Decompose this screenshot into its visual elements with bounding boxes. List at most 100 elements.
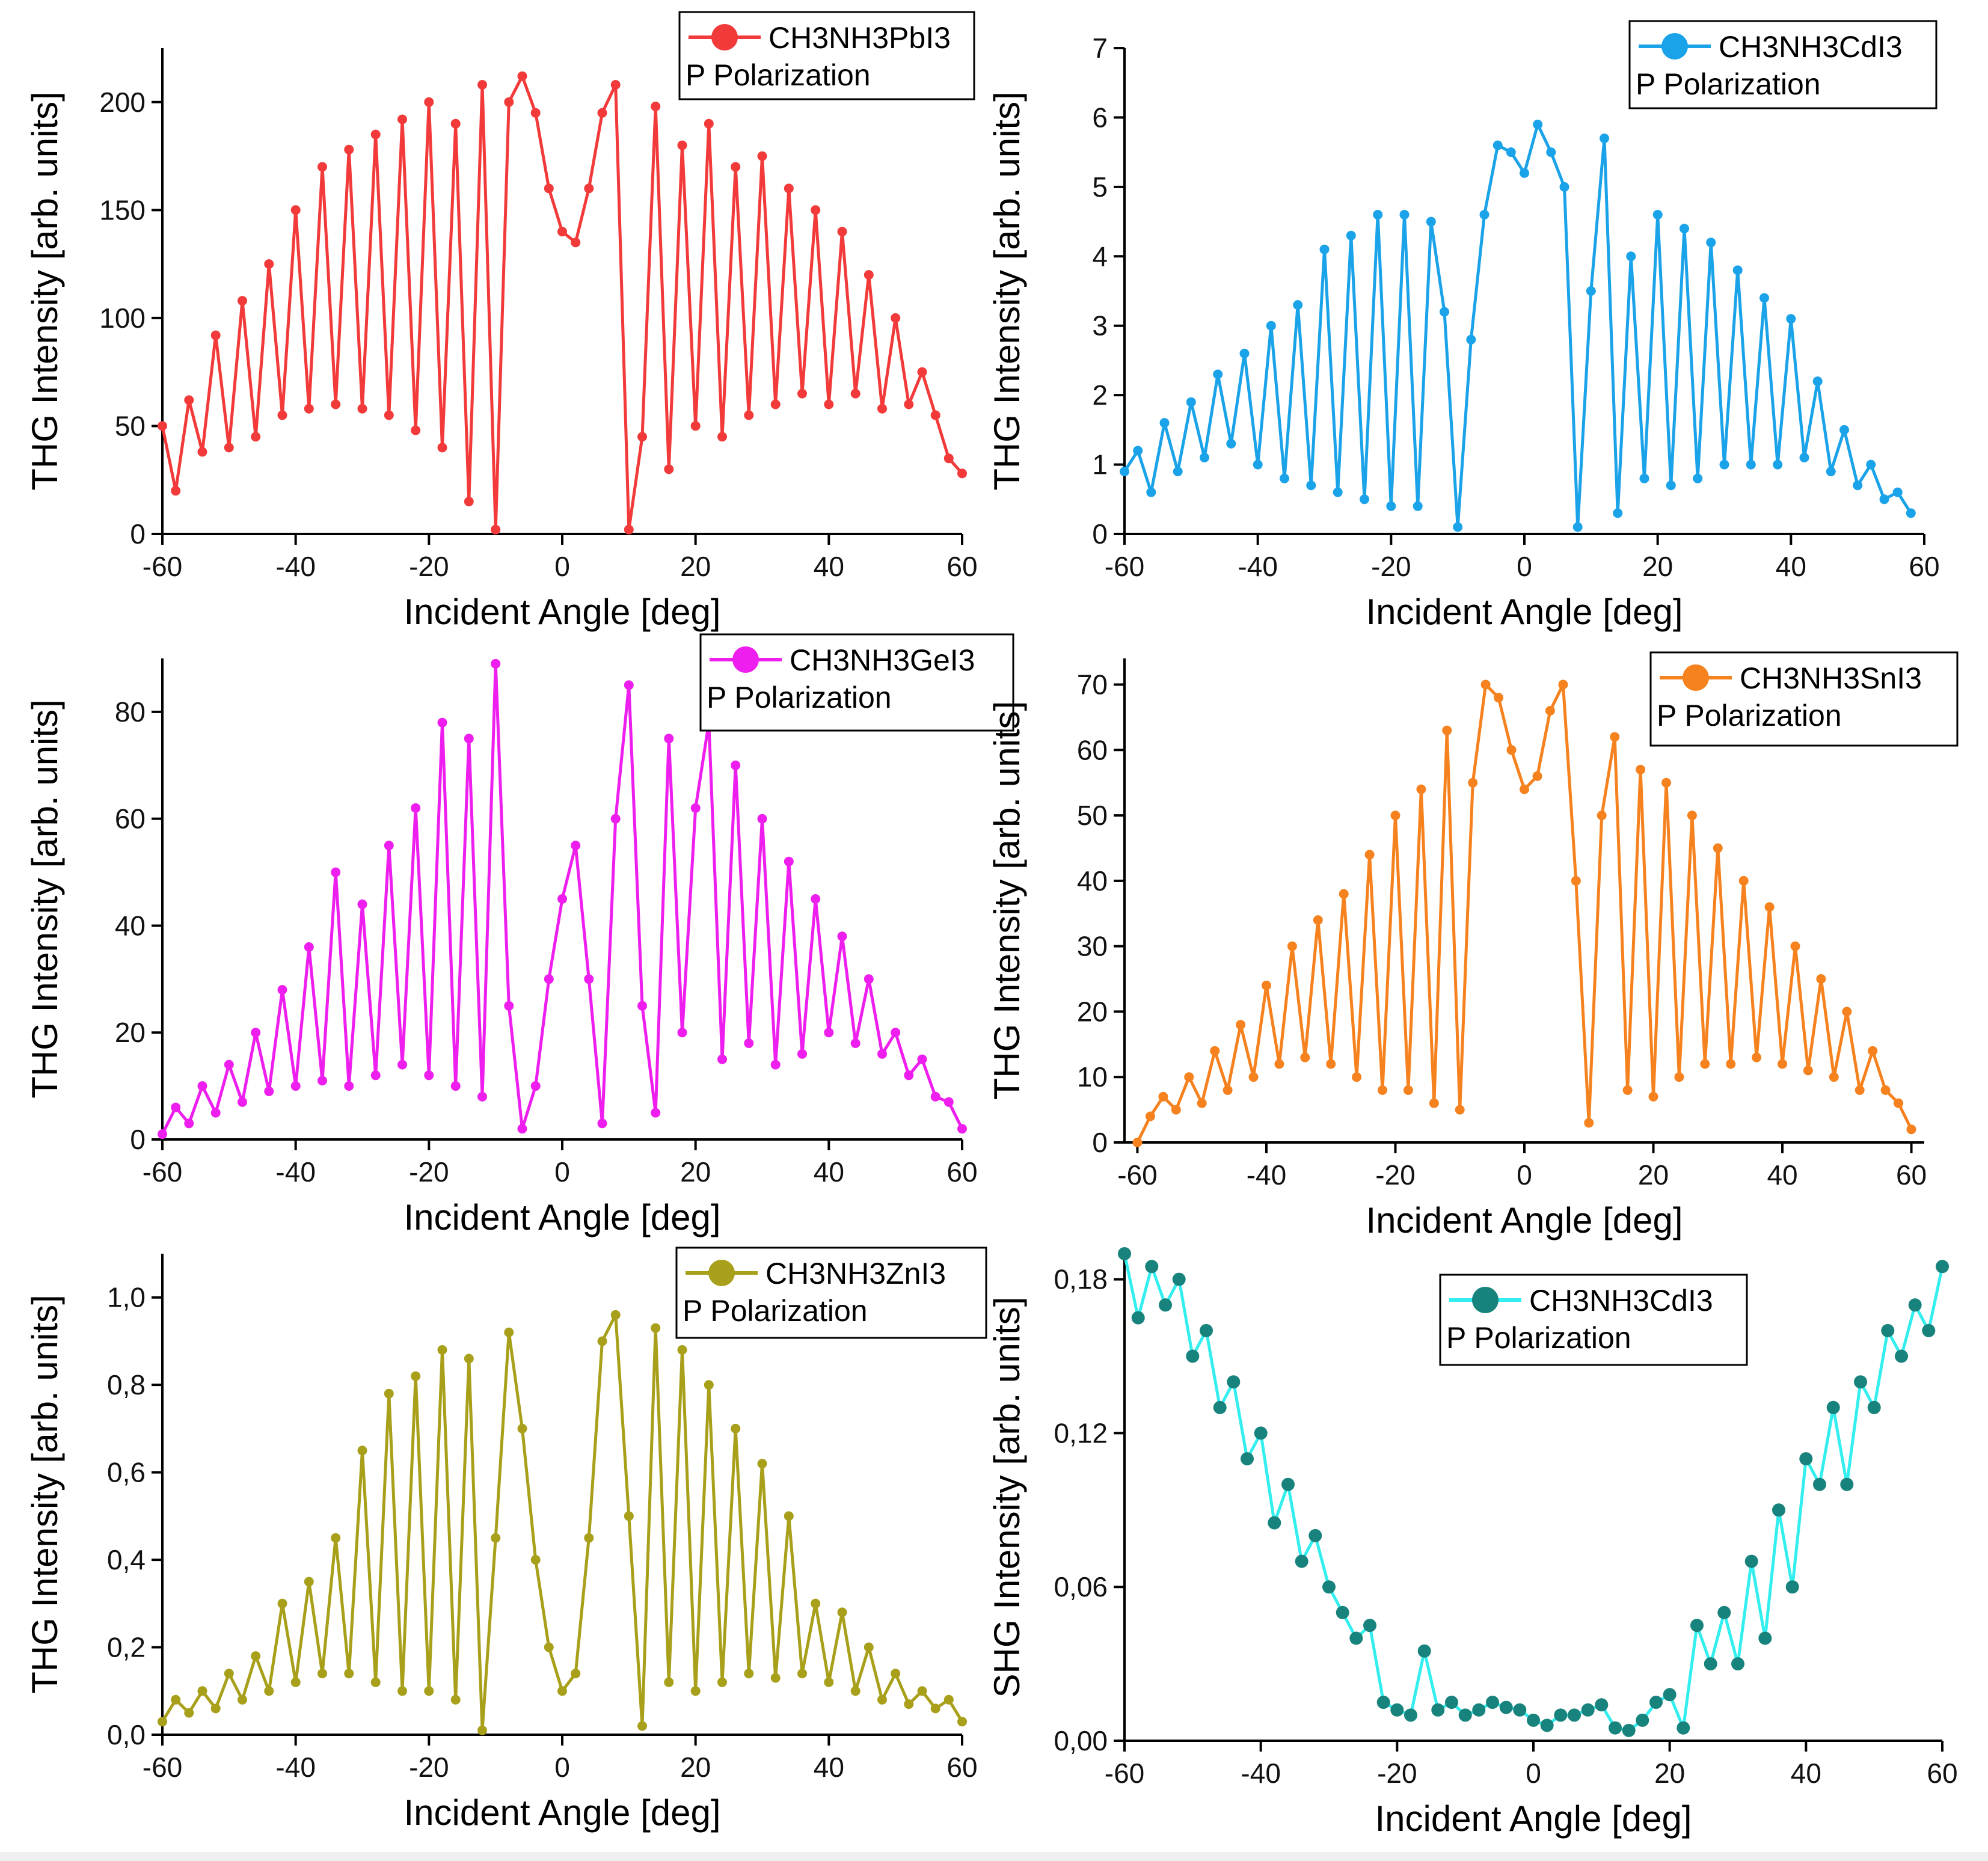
data-point: [290, 205, 301, 215]
data-point: [1609, 1721, 1622, 1735]
data-point: [464, 734, 474, 744]
data-point: [557, 1686, 567, 1696]
data-point: [238, 296, 247, 306]
data-point: [477, 1091, 487, 1102]
data-point: [264, 1087, 274, 1096]
data-point: [1200, 1323, 1213, 1337]
x-tick-label: 40: [814, 1752, 844, 1783]
data-point: [1363, 1619, 1376, 1633]
data-point: [1300, 1052, 1310, 1062]
data-point: [1758, 1631, 1772, 1645]
data-point: [943, 1097, 954, 1107]
series-line: [1123, 123, 1912, 529]
data-point: [517, 71, 527, 81]
data-point: [1210, 1046, 1220, 1056]
data-point: [837, 227, 847, 237]
data-point: [517, 1423, 527, 1433]
data-point: [1268, 1516, 1281, 1530]
data-point: [197, 447, 207, 457]
legend-marker-swatch: [1661, 33, 1688, 60]
series-line: [161, 1313, 964, 1732]
x-tick-label: 60: [1896, 1159, 1927, 1191]
data-point: [184, 1708, 194, 1718]
data-point: [1812, 376, 1823, 387]
data-point: [344, 1669, 354, 1679]
data-point: [1213, 1400, 1227, 1414]
data-point: [1648, 1091, 1658, 1102]
data-point: [357, 1446, 367, 1456]
data-point: [1731, 1657, 1744, 1671]
data-point: [571, 1669, 581, 1679]
data-point: [437, 717, 447, 728]
data-point: [1184, 1072, 1194, 1082]
x-tick-label: 60: [946, 1156, 977, 1188]
data-point: [1816, 974, 1826, 984]
data-point: [1186, 397, 1196, 407]
data-point: [1472, 1703, 1486, 1717]
data-point: [1880, 1085, 1891, 1095]
data-point: [1336, 1605, 1349, 1619]
data-point: [224, 443, 234, 453]
data-point: [450, 1081, 461, 1091]
data-point: [1752, 1052, 1762, 1062]
legend: CH3NH3CdI3 P Polarization: [1439, 1274, 1748, 1366]
data-point: [1652, 210, 1663, 219]
data-point: [704, 1380, 714, 1390]
data-point: [1786, 314, 1796, 324]
data-point: [530, 1081, 541, 1091]
data-point: [624, 680, 634, 690]
legend-series-name: CH3NH3SnI3: [1740, 661, 1922, 695]
y-tick-label: 0,12: [1054, 1417, 1108, 1449]
data-point: [731, 760, 741, 770]
data-point: [891, 1669, 901, 1679]
y-tick-label: 0,8: [107, 1369, 146, 1400]
data-point: [1429, 1098, 1439, 1108]
data-point: [1906, 1124, 1916, 1135]
x-tick-label: 20: [680, 551, 711, 582]
data-point: [837, 931, 847, 942]
data-point: [811, 1598, 821, 1608]
data-point: [1600, 133, 1609, 144]
data-point: [1613, 508, 1623, 518]
data-point: [370, 129, 381, 139]
data-point: [171, 486, 181, 496]
y-tick-label: 40: [1077, 865, 1108, 897]
x-tick-label: 0: [554, 551, 570, 582]
data-point: [1677, 1721, 1690, 1735]
data-point: [544, 974, 554, 984]
y-axis-title: THG Intensity [arb. units]: [987, 91, 1027, 491]
data-point: [1773, 459, 1783, 470]
data-point: [744, 1669, 754, 1679]
data-point: [597, 1336, 607, 1346]
data-point: [344, 1081, 354, 1091]
data-point: [797, 388, 807, 399]
chart-panel-5: -60 -40 -20 0 20 40 60 0,0 0,2 0,4 0,6 0,8 1,0 Incide…: [25, 1246, 987, 1833]
data-point: [637, 1721, 647, 1731]
data-point: [1213, 369, 1223, 379]
data-point: [1622, 1723, 1636, 1737]
data-point: [184, 395, 194, 405]
data-point: [744, 1038, 754, 1048]
data-point: [504, 97, 514, 107]
data-point: [1466, 334, 1476, 345]
data-point: [1440, 307, 1449, 317]
data-point: [1403, 1085, 1413, 1095]
x-tick-label: -60: [143, 1752, 182, 1783]
data-point: [1706, 238, 1716, 248]
y-tick-label: 60: [115, 803, 146, 835]
data-point: [464, 1354, 474, 1364]
x-tick-label: -40: [275, 1156, 315, 1188]
data-point: [1840, 1477, 1854, 1491]
x-axis-title: Incident Angle [deg]: [403, 1792, 720, 1833]
data-point: [1663, 1688, 1677, 1702]
data-point: [877, 1049, 887, 1059]
x-tick-label: 40: [814, 1156, 844, 1188]
y-tick-label: 3: [1092, 310, 1108, 342]
data-point: [690, 1686, 701, 1696]
data-point: [1717, 1605, 1731, 1619]
y-tick-label: 60: [1077, 734, 1108, 765]
y-tick-label: 20: [1077, 996, 1108, 1027]
data-point: [1226, 438, 1236, 449]
data-point: [210, 1108, 221, 1118]
